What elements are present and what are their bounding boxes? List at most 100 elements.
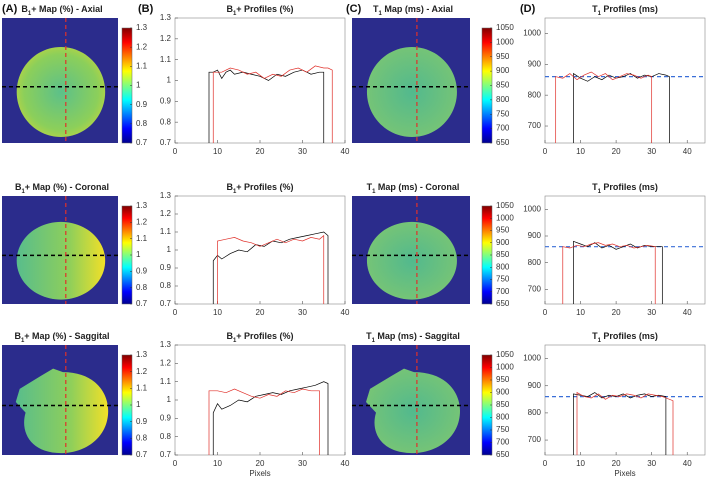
title-text: B	[15, 182, 22, 192]
colorbar-tick-label: 1050	[496, 201, 514, 210]
colorbar-tick-label: 750	[496, 425, 510, 434]
colorbar-tick-label: 1000	[496, 213, 514, 222]
x-tick-label: 20	[612, 459, 621, 468]
plot-area	[544, 17, 706, 144]
title-subscript: 1	[598, 338, 602, 344]
y-tick-label: 0.8	[160, 281, 172, 290]
colorbar-tick-label: 1.3	[136, 23, 148, 32]
chart-title: T1 Profiles (ms)	[592, 331, 658, 343]
chart-title: T1 Map (ms) - Coronal	[367, 182, 460, 194]
title-subscript: 1	[372, 189, 376, 195]
title-text: B	[226, 331, 233, 341]
profile-line	[208, 388, 320, 455]
profile-line	[212, 65, 333, 143]
colorbar-tick-label: 0.7	[136, 138, 148, 147]
x-tick-label: 10	[576, 459, 585, 468]
colorbar-tick-label: 950	[496, 375, 510, 384]
profile-line	[208, 69, 325, 143]
y-tick-label: 1	[167, 76, 172, 85]
y-tick-label: 800	[528, 408, 542, 417]
colorbar-tick-label: 0.9	[136, 100, 148, 109]
colorbar-tick-label: 1	[136, 81, 141, 90]
colorbar-tick-label: 700	[496, 124, 510, 133]
chart-title: B1+ Profiles (%)	[226, 4, 293, 16]
colorbar-tick-label: 1.2	[136, 217, 148, 226]
x-tick-label: 20	[256, 459, 265, 468]
phantom	[16, 221, 106, 300]
colorbar-tick-label: 1	[136, 400, 141, 409]
phantom	[366, 368, 460, 454]
y-tick-label: 900	[528, 231, 542, 240]
colorbar-tick-label: 800	[496, 262, 510, 271]
x-tick-label: 0	[173, 308, 178, 317]
profile-line	[573, 392, 667, 455]
colorbar-tick-label: 1.2	[136, 42, 148, 51]
chart-title: T1 Profiles (ms)	[592, 182, 658, 194]
x-tick-label: 0	[543, 308, 548, 317]
title-subscript: 1	[598, 189, 602, 195]
y-tick-label: 700	[528, 121, 542, 130]
profile-line	[212, 231, 329, 304]
y-tick-label: 1.1	[160, 377, 172, 386]
colorbar-tick-label: 650	[496, 138, 510, 147]
plot-area	[544, 195, 706, 305]
title-text: + Map (%) - Coronal	[25, 182, 109, 192]
colorbar-tick-label: 900	[496, 388, 510, 397]
colorbar-tick-label: 650	[496, 450, 510, 459]
x-tick-label: 20	[612, 147, 621, 156]
title-text: Map (ms) - Saggital	[375, 331, 460, 341]
x-tick-label: 30	[647, 459, 656, 468]
colorbar-tick-label: 0.9	[136, 417, 148, 426]
y-tick-label: 0.7	[160, 299, 172, 308]
y-tick-label: 700	[528, 284, 542, 293]
title-text: + Map (%) - Saggital	[24, 331, 109, 341]
title-subscript: 1	[378, 11, 382, 17]
colorbar-tick-label: 1.1	[136, 61, 148, 70]
title-text: B	[226, 4, 233, 14]
phantom	[16, 47, 106, 137]
colorbar-tick-label: 800	[496, 413, 510, 422]
panel-label: (A)	[2, 3, 18, 15]
colorbar-tick-label: 1	[136, 250, 141, 259]
colorbar-tick-label: 0.8	[136, 433, 148, 442]
y-tick-label: 0.7	[160, 138, 172, 147]
x-tick-label: 20	[612, 308, 621, 317]
title-subscript: 1	[233, 11, 237, 17]
y-tick-label: 0.7	[160, 450, 172, 459]
x-tick-label: 10	[213, 147, 222, 156]
phantom	[366, 47, 457, 137]
y-tick-label: 700	[528, 435, 542, 444]
y-tick-label: 0.8	[160, 117, 172, 126]
y-tick-label: 1.3	[160, 13, 172, 22]
title-text: Profiles (ms)	[601, 182, 658, 192]
chart-title: B1+ Map (%) - Coronal	[15, 182, 109, 194]
x-tick-label: 0	[173, 147, 178, 156]
colorbar-tick-label: 0.7	[136, 299, 148, 308]
colorbar-tick-label: 700	[496, 287, 510, 296]
title-subscript: 1	[21, 338, 25, 344]
title-subscript: 1	[372, 338, 376, 344]
chart-title: B1+ Profiles (%)	[226, 182, 293, 194]
title-text: + Profiles (%)	[236, 4, 293, 14]
colorbar-tick-label: 650	[496, 299, 510, 308]
y-tick-label: 1	[167, 395, 172, 404]
chart-title: T1 Profiles (ms)	[592, 4, 658, 16]
y-tick-label: 1000	[523, 204, 541, 213]
title-text: T	[373, 4, 379, 14]
x-tick-label: 40	[341, 147, 350, 156]
colorbar-tick-label: 0.7	[136, 450, 148, 459]
title-text: T	[366, 331, 372, 341]
chart-title: B1+ Profiles (%)	[226, 331, 293, 343]
panel-label: (C)	[346, 3, 362, 15]
phantom	[15, 368, 109, 454]
x-axis-label: Pixels	[249, 469, 270, 478]
x-tick-label: 30	[298, 147, 307, 156]
panel-label: (B)	[138, 3, 154, 15]
panel-label: (D)	[520, 3, 536, 15]
colorbar-tick-label: 900	[496, 238, 510, 247]
title-subscript: 1	[233, 338, 237, 344]
colorbar-tick-label: 750	[496, 109, 510, 118]
x-tick-label: 30	[647, 147, 656, 156]
y-tick-label: 800	[528, 90, 542, 99]
x-tick-label: 20	[256, 147, 265, 156]
